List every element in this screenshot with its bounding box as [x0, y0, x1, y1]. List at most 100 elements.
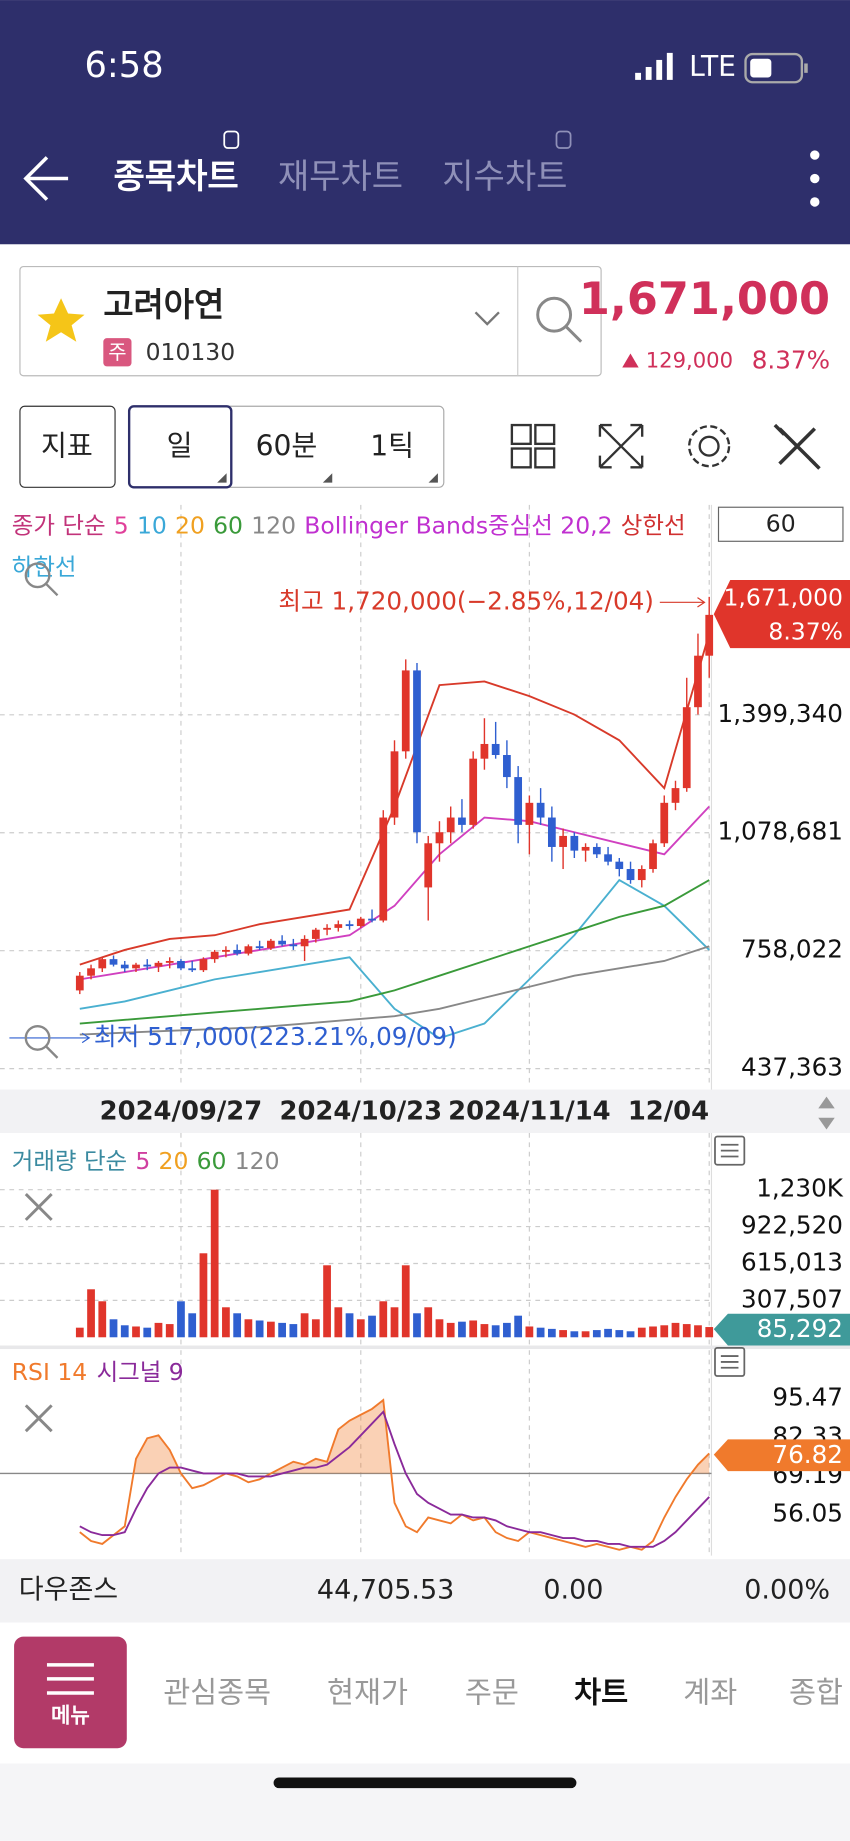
- price-badge-change: 8.37%: [768, 617, 843, 645]
- volume-badge: [713, 1313, 850, 1346]
- candle-body: [435, 832, 444, 844]
- volume-bar: [570, 1331, 579, 1338]
- period-button[interactable]: 일: [167, 429, 193, 462]
- candle-body: [345, 924, 354, 927]
- volume-bar: [345, 1313, 354, 1338]
- nav-item[interactable]: 주문: [465, 1676, 519, 1710]
- battery-icon: [744, 52, 808, 84]
- candle-body: [222, 949, 230, 952]
- more-button[interactable]: [810, 150, 820, 207]
- volume-bar: [401, 1265, 410, 1338]
- search-button[interactable]: [536, 296, 583, 343]
- candle-body: [458, 817, 466, 825]
- volume-bar: [705, 1327, 714, 1338]
- dropdown[interactable]: [474, 311, 500, 326]
- candle-body: [401, 670, 410, 752]
- volume-bar: [109, 1319, 118, 1338]
- candle-body: [413, 670, 421, 833]
- nav-item-active[interactable]: 차트: [574, 1676, 628, 1710]
- volume-bar: [255, 1320, 264, 1338]
- candle-body: [289, 944, 298, 947]
- stock-box[interactable]: [19, 265, 602, 377]
- low-note: 최저 517,000(223.21%,09/09): [94, 1022, 457, 1051]
- candle-body: [547, 817, 556, 847]
- volume-bar: [356, 1319, 365, 1338]
- ticker-bg: [0, 1559, 850, 1623]
- candle-body: [143, 964, 152, 967]
- volume-bar: [233, 1313, 242, 1338]
- volume-bar: [581, 1331, 590, 1338]
- y-tick-label: 922,520: [741, 1211, 843, 1240]
- back-button[interactable]: [23, 156, 69, 201]
- nav-item[interactable]: 관심종목: [163, 1676, 271, 1710]
- up-arrow: [622, 353, 639, 368]
- candle-body: [210, 951, 219, 960]
- fullscreen-button[interactable]: [598, 423, 644, 469]
- candle-body: [233, 949, 242, 954]
- nav-item[interactable]: 종합: [789, 1676, 843, 1710]
- price-badge: [713, 580, 850, 649]
- candle-body: [660, 802, 669, 844]
- candle-body: [491, 743, 500, 756]
- y-tick-label: 1,230K: [756, 1174, 844, 1203]
- volume-bar: [188, 1313, 197, 1338]
- legend-item: 20: [175, 512, 205, 540]
- tab[interactable]: 지수차트: [442, 157, 567, 197]
- legend-item: 종가 단순: [12, 512, 106, 540]
- home-indicator: [273, 1777, 577, 1789]
- volume-bar: [592, 1330, 601, 1338]
- candle-body: [87, 968, 95, 976]
- candle-body: [188, 968, 197, 971]
- menu-label[interactable]: 메뉴: [51, 1702, 90, 1727]
- legend-item: 5: [114, 512, 129, 540]
- change: 129,000: [646, 348, 733, 373]
- candle-body: [368, 918, 376, 921]
- candle-body: [559, 835, 567, 847]
- volume-bar: [604, 1328, 612, 1338]
- close-panel[interactable]: [24, 1193, 53, 1433]
- volume-bar: [694, 1325, 702, 1338]
- y-tick-label: 56.05: [772, 1498, 843, 1527]
- ticker-change: 0.00: [543, 1574, 603, 1605]
- tab-active[interactable]: 종목차트: [113, 157, 238, 197]
- zoom-icons[interactable]: [24, 562, 59, 1059]
- period-box[interactable]: 60: [766, 509, 796, 537]
- nav-item[interactable]: 현재가: [327, 1676, 408, 1710]
- period-button[interactable]: 60분: [256, 429, 318, 462]
- candle-body: [525, 802, 534, 825]
- legend-item: 10: [137, 512, 167, 540]
- volume-bar: [424, 1307, 433, 1338]
- volume-bar: [458, 1321, 466, 1338]
- nav-item[interactable]: 계좌: [683, 1676, 737, 1710]
- favorite-star[interactable]: [37, 298, 85, 342]
- indicator-button-bg[interactable]: [19, 405, 116, 488]
- period-box-bg[interactable]: [717, 506, 844, 542]
- volume-bar: [289, 1324, 298, 1338]
- volume-bar: [143, 1327, 152, 1338]
- scroll-arrows[interactable]: [818, 1096, 835, 1130]
- volume-bar: [87, 1289, 95, 1338]
- settings-button[interactable]: [687, 425, 731, 468]
- price-badge-value: 1,671,000: [724, 583, 843, 611]
- candle-body: [266, 940, 275, 949]
- volume-bar: [300, 1313, 309, 1338]
- volume-bar: [469, 1320, 478, 1338]
- candle-body: [154, 962, 163, 967]
- tab[interactable]: 재무차트: [278, 157, 403, 197]
- rsi-area: [79, 1400, 710, 1474]
- volume-bar: [446, 1322, 455, 1338]
- candle-body: [177, 960, 185, 969]
- indicator-button[interactable]: 지표: [41, 429, 93, 462]
- candle-body: [604, 854, 612, 862]
- volume-bar: [491, 1325, 500, 1338]
- candle-body: [682, 707, 691, 789]
- period-button[interactable]: 1틱: [370, 429, 414, 462]
- volume-bar: [75, 1327, 84, 1338]
- candle-body: [581, 846, 590, 851]
- panel-menu[interactable]: [714, 1135, 746, 1377]
- tools-button[interactable]: [773, 423, 821, 470]
- layout-button[interactable]: [510, 423, 556, 469]
- candle-body: [469, 758, 478, 825]
- candle-body: [424, 843, 433, 888]
